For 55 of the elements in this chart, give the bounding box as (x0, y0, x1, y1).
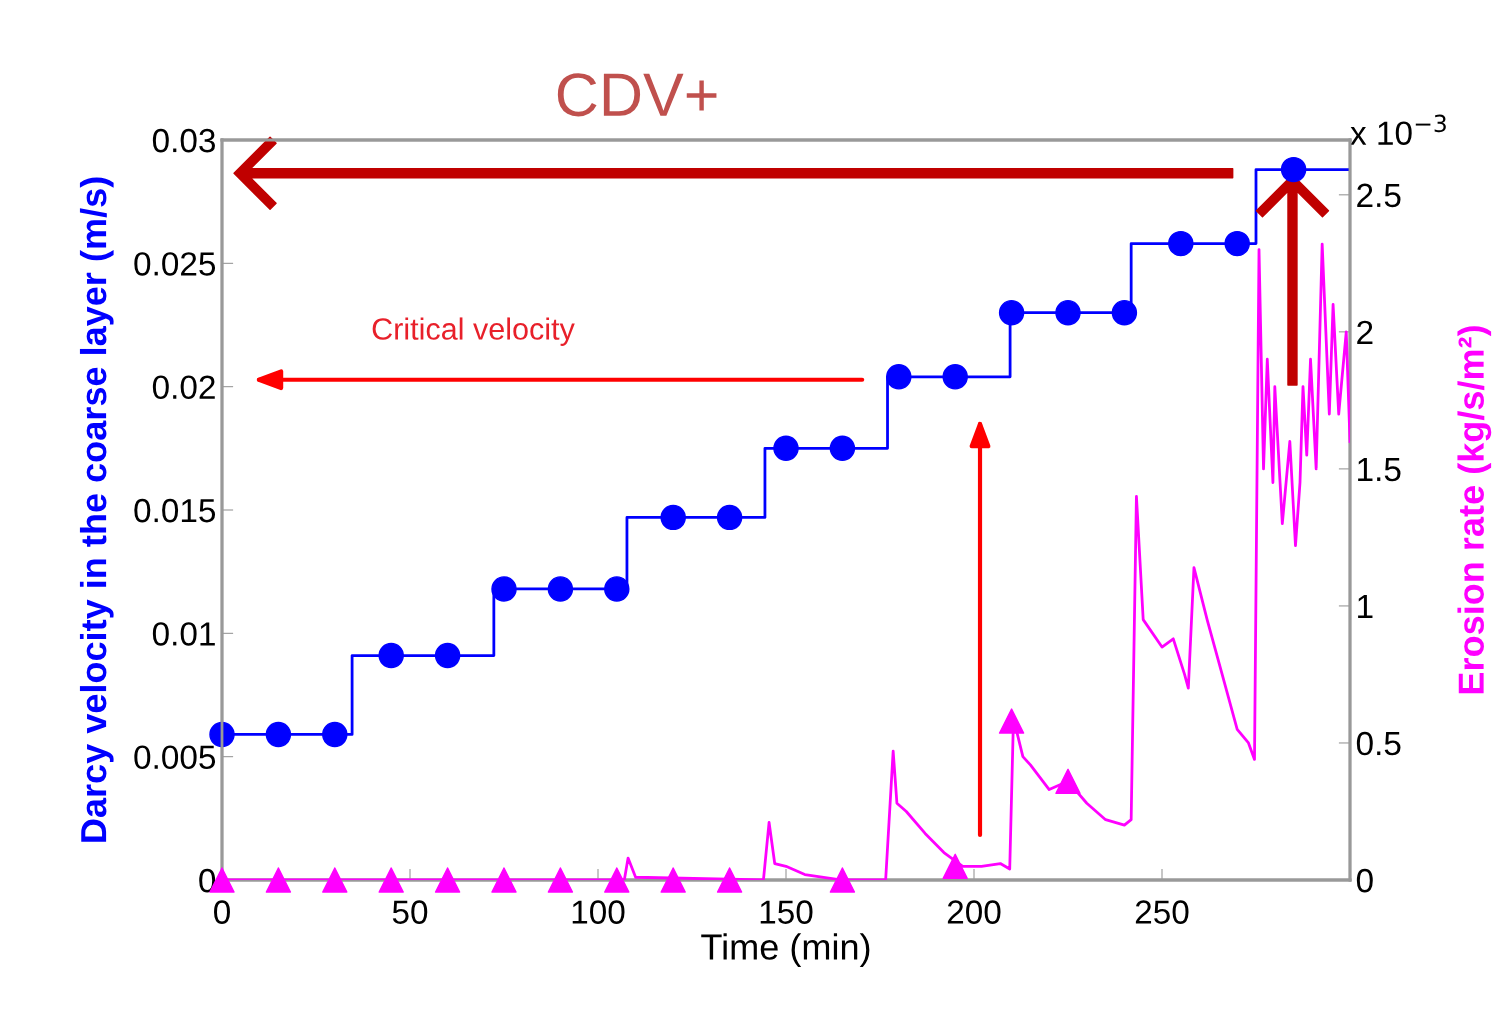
point (660, 504, 686, 531)
y-tick-label: 0.02 (152, 375, 215, 400)
annotation: Critical velocity (372, 317, 575, 346)
point (491, 576, 517, 602)
point (716, 504, 743, 531)
point (998, 299, 1025, 326)
y-axis-title: Darcy velocity in the coarse layer (m/s) (79, 177, 114, 842)
text: x 10$^{−3}$ (1350, 114, 1446, 145)
x-tick-label: 250 (1135, 900, 1189, 924)
point (660, 867, 686, 893)
point (378, 642, 404, 669)
point (547, 576, 574, 602)
x-tick-label: 50 (392, 900, 428, 924)
point (265, 867, 292, 893)
y-tick-label: 0.03 (152, 128, 215, 153)
point (604, 576, 630, 602)
point (1055, 768, 1081, 795)
point (491, 867, 517, 893)
y2-tick-label: 0 (1356, 868, 1373, 893)
point (378, 867, 404, 893)
point (322, 867, 348, 893)
point (716, 867, 743, 893)
point (604, 867, 630, 893)
point (773, 435, 799, 462)
x-tick-label: 100 (572, 900, 625, 924)
y2-tick-label: 0.5 (1356, 731, 1401, 756)
point (322, 721, 348, 748)
y-tick-label: 0.015 (134, 498, 216, 523)
x-tick-label: 150 (760, 900, 813, 924)
point (942, 364, 968, 390)
y-tick-label: 0.005 (134, 745, 216, 770)
point (434, 642, 461, 669)
point (1280, 156, 1307, 183)
point (547, 867, 574, 893)
point (829, 435, 856, 462)
point (886, 364, 912, 390)
y-tick-label: 0.01 (152, 622, 215, 646)
y2-tick-label: 1 (1358, 595, 1373, 618)
point (1168, 230, 1194, 257)
y2-tick-label: 2 (1357, 320, 1373, 344)
point (1224, 230, 1250, 257)
y2-tick-label: 2.5 (1357, 183, 1401, 208)
x-axis-title: Time (min) (701, 933, 870, 967)
y-tick-label: 0.025 (134, 252, 216, 276)
text: CDV+ (557, 73, 717, 117)
y2-axis-title: Erosion rate (kg/s/m²) (1457, 326, 1492, 694)
point (942, 853, 968, 880)
y2-tick-label: 1.5 (1358, 458, 1401, 482)
point (1111, 299, 1138, 326)
point (265, 721, 292, 748)
point (434, 867, 461, 893)
point (1055, 299, 1081, 326)
point (829, 867, 856, 893)
point (998, 708, 1025, 734)
x-tick-label: 200 (947, 900, 1001, 924)
